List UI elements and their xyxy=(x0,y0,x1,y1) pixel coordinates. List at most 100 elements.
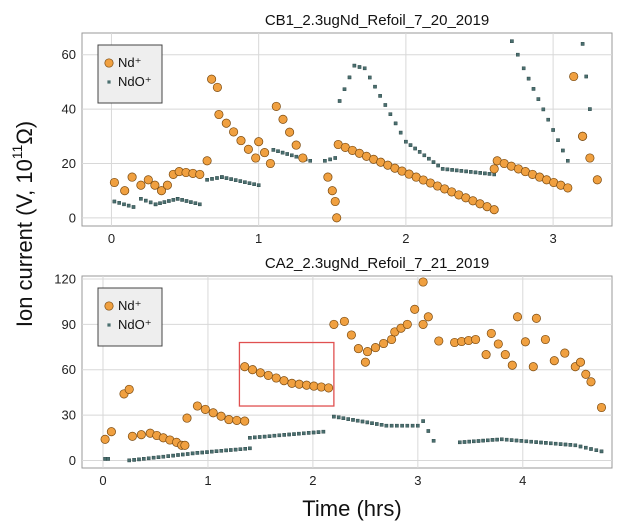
ndo-point xyxy=(193,201,198,206)
nd-point xyxy=(182,413,192,423)
legend-marker-ndo xyxy=(107,323,111,327)
nd-point xyxy=(106,427,116,437)
ndo-point xyxy=(521,66,526,71)
ndo-point xyxy=(458,440,462,445)
x-tick-label: 1 xyxy=(255,231,262,246)
ndo-point xyxy=(373,84,377,89)
ndo-point xyxy=(311,430,316,435)
ndo-point xyxy=(126,203,131,208)
ndo-point xyxy=(580,42,585,46)
x-tick-label: 3 xyxy=(414,473,421,488)
ndo-point xyxy=(389,423,394,428)
ndo-point xyxy=(422,153,427,158)
ndo-point xyxy=(337,99,342,103)
ndo-point xyxy=(248,446,252,451)
ndo-point xyxy=(342,87,347,91)
nd-point xyxy=(127,172,137,182)
x-axis-label: Time (hrs) xyxy=(302,496,401,521)
nd-point xyxy=(156,186,167,196)
ndo-point xyxy=(267,434,272,439)
ndo-point xyxy=(176,453,180,457)
nd-point xyxy=(291,140,301,150)
ndo-point xyxy=(588,107,592,111)
ndo-point xyxy=(214,449,219,454)
y-tick-label: 0 xyxy=(69,210,76,225)
ndo-point xyxy=(321,429,326,434)
series-ndo xyxy=(112,39,592,209)
ndo-point xyxy=(553,441,558,446)
ndo-point xyxy=(524,439,529,444)
nd-point xyxy=(418,277,428,287)
ndo-point xyxy=(388,112,393,116)
ndo-point xyxy=(171,453,175,458)
nd-point xyxy=(263,370,273,380)
ndo-point xyxy=(197,202,202,207)
nd-point xyxy=(271,373,281,383)
nd-point xyxy=(370,343,381,353)
ndo-point xyxy=(224,448,228,453)
nd-point xyxy=(208,408,218,418)
ndo-point xyxy=(306,431,311,435)
nd-point xyxy=(531,313,541,323)
legend-label-nd: Nd⁺ xyxy=(118,298,141,313)
y-tick-label: 40 xyxy=(62,102,76,117)
nd-point xyxy=(500,350,510,360)
nd-point xyxy=(327,186,337,196)
ndo-point xyxy=(292,432,296,436)
nd-point xyxy=(202,156,212,166)
nd-point xyxy=(100,434,110,444)
ndo-point xyxy=(384,423,389,428)
ndo-point xyxy=(589,447,593,451)
ndo-point xyxy=(368,75,372,80)
nd-point xyxy=(339,316,349,326)
ndo-point xyxy=(336,415,341,420)
nd-point xyxy=(124,384,134,394)
nd-point xyxy=(150,180,160,190)
ndo-point xyxy=(504,437,509,442)
ndo-point xyxy=(355,418,360,423)
ndo-point xyxy=(271,148,276,152)
ndo-point xyxy=(483,171,487,176)
nd-point xyxy=(362,347,373,357)
nd-point xyxy=(271,101,281,111)
nd-point xyxy=(540,334,550,345)
ndo-point xyxy=(357,65,362,69)
x-tick-label: 1 xyxy=(204,473,211,488)
ndo-point xyxy=(510,39,514,43)
y-tick-label: 30 xyxy=(62,408,76,423)
nd-point xyxy=(136,430,146,440)
ndo-point xyxy=(495,437,499,442)
ndo-point xyxy=(341,416,346,421)
ndo-point xyxy=(519,439,524,443)
ndo-point xyxy=(427,156,431,161)
nd-point xyxy=(265,158,275,169)
nd-point xyxy=(332,213,342,223)
ndo-point xyxy=(233,447,238,452)
nd-point xyxy=(247,365,258,375)
ndo-point xyxy=(200,450,205,455)
ndo-point xyxy=(454,168,459,173)
y-tick-label: 60 xyxy=(62,47,76,62)
ndo-point xyxy=(243,447,248,451)
ndo-point xyxy=(112,199,117,204)
panel-top: 0 1 2 3 0 20 40 60 CB1_2.3ugNd_Refoil_7_20_2019 N… xyxy=(62,12,613,246)
nd-point xyxy=(512,312,523,322)
ndo-point xyxy=(440,167,445,171)
x-tick-label: 3 xyxy=(549,231,556,246)
nd-point xyxy=(240,416,250,426)
y-axis-label: Ion current (V, 1011Ω) xyxy=(9,121,37,327)
x-tick-label: 0 xyxy=(108,231,115,246)
ndo-point xyxy=(294,154,299,159)
ndo-point xyxy=(378,94,382,98)
y-tick-label: 90 xyxy=(62,317,76,332)
nd-point xyxy=(192,401,202,411)
ndo-point xyxy=(478,171,483,175)
nd-point xyxy=(232,415,242,425)
nd-point xyxy=(195,169,205,179)
ndo-point xyxy=(224,176,229,180)
ndo-point xyxy=(148,200,153,205)
ndo-point xyxy=(233,178,238,182)
nd-point xyxy=(278,114,288,124)
nd-point xyxy=(254,137,264,147)
